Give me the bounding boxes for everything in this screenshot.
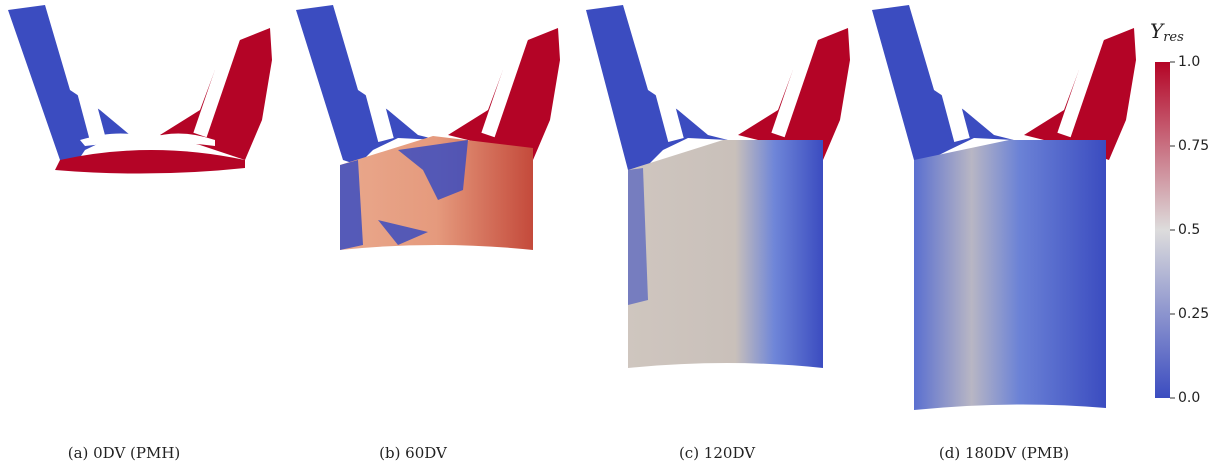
caption: (c) 120DV <box>679 444 756 462</box>
colorbar-tick-label: 0.5 <box>1178 222 1200 238</box>
colorbar-label-main: Y <box>1150 19 1165 43</box>
colorbar-tick-label: 0.25 <box>1178 306 1209 322</box>
colorbar: Yres 1.0 0.75 0.5 0.25 0.0 <box>1150 19 1209 407</box>
panel-b <box>296 2 560 250</box>
colorbar-label: Yres <box>1150 19 1184 45</box>
colorbar-tick-label: 0.0 <box>1178 390 1200 406</box>
colorbar-tick-label: 1.0 <box>1178 54 1200 70</box>
caption: (b) 60DV <box>379 444 448 462</box>
colorbar-label-subscript: res <box>1163 30 1184 45</box>
panel-c <box>586 2 850 368</box>
colorbar-gradient <box>1155 62 1170 398</box>
panel-a <box>8 2 272 174</box>
colorbar-tick-label: 0.75 <box>1178 138 1209 154</box>
caption: (d) 180DV (PMB) <box>939 444 1069 462</box>
panel-d <box>872 2 1136 410</box>
caption: (a) 0DV (PMH) <box>68 444 181 462</box>
